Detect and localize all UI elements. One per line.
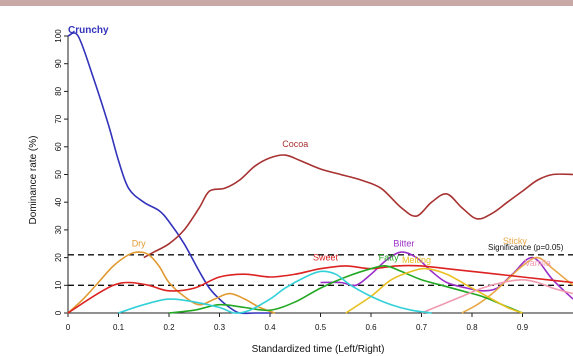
x-tick-label: 0.1 xyxy=(113,323,125,332)
x-tick-label: 0.9 xyxy=(517,323,529,332)
series-line-sweet xyxy=(67,264,573,314)
y-tick-label: 0 xyxy=(54,310,63,315)
series-layer xyxy=(67,32,573,315)
top-border xyxy=(0,0,573,6)
x-axis-label: Standardized time (Left/Right) xyxy=(252,344,385,355)
series-line-vanilla xyxy=(421,279,573,314)
series-line-unlabeled xyxy=(118,270,432,314)
x-tick-label: 0.5 xyxy=(315,323,327,332)
series-line-sticky xyxy=(461,256,573,314)
y-tick-label: 30 xyxy=(54,225,63,234)
y-tick-label: 20 xyxy=(54,253,63,262)
series-line-dry xyxy=(67,251,276,314)
x-tick-label: 0.6 xyxy=(365,323,377,332)
significance-label: Significance (p=0.05) xyxy=(488,243,564,252)
y-tick-label: 60 xyxy=(54,142,63,151)
y-tick-label: 40 xyxy=(54,197,63,206)
series-line-crunchy xyxy=(67,32,270,315)
series-label-vanilla: Vanilla xyxy=(524,258,550,268)
series-line-bitter xyxy=(320,251,573,300)
series-label-cocoa: Cocoa xyxy=(282,139,308,149)
y-tick-label: 80 xyxy=(54,86,63,95)
series-labels: Crunchy Cocoa Dry Bitter Sticky Sweet Fatty Mel… xyxy=(68,25,551,268)
y-tick-label: 10 xyxy=(54,280,63,289)
x-tick-label: 0.2 xyxy=(163,323,175,332)
series-label-sticky: Sticky xyxy=(503,236,528,246)
y-tick-label: 100 xyxy=(54,29,63,43)
x-tick-label: 0.7 xyxy=(416,323,428,332)
significance-lines: Significance (p=0.05) xyxy=(68,243,573,286)
chart-ticks: 0 10 20 30 40 50 60 70 80 90 100 0 0.1 0.2 0.3 0.4 0.5 0.… xyxy=(54,29,529,332)
series-label-bitter: Bitter xyxy=(393,239,414,249)
y-tick-label: 90 xyxy=(54,59,63,68)
x-tick-label: 0.4 xyxy=(264,323,276,332)
series-line-fatty xyxy=(168,264,523,314)
series-label-dry: Dry xyxy=(132,239,146,249)
y-axis-label: Dominance rate (%) xyxy=(28,136,39,225)
series-label-melting: Melting xyxy=(402,255,431,265)
x-tick-label: 0.8 xyxy=(466,323,478,332)
y-tick-label: 70 xyxy=(54,114,63,123)
x-tick-label: 0 xyxy=(66,323,71,332)
y-tick-label: 50 xyxy=(54,170,63,179)
series-line-cocoa xyxy=(143,154,573,259)
series-label-crunchy: Crunchy xyxy=(68,25,109,36)
series-label-fatty: Fatty xyxy=(379,252,400,262)
series-label-sweet: Sweet xyxy=(313,252,339,262)
x-tick-label: 0.3 xyxy=(214,323,226,332)
series-line-melting xyxy=(345,267,523,314)
